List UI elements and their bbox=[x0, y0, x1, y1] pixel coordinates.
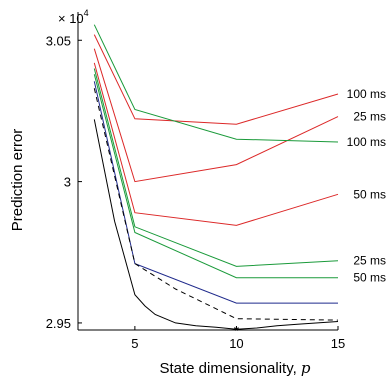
series-line bbox=[93, 62, 339, 226]
series-line bbox=[93, 24, 339, 143]
y-tick-label: 2.95 bbox=[46, 316, 71, 331]
x-axis-label-variable: p bbox=[301, 359, 311, 377]
series-line bbox=[93, 74, 338, 279]
plot-lines: * bbox=[93, 24, 339, 338]
y-axis-multiplier-exponent: 4 bbox=[84, 8, 89, 18]
y-axis-multiplier: × 104 bbox=[58, 8, 89, 26]
x-tick-label: 5 bbox=[131, 336, 138, 351]
series-label: 25 ms bbox=[353, 254, 386, 268]
y-tick-label: 3.05 bbox=[46, 33, 71, 48]
series-line bbox=[93, 48, 339, 183]
series-labels: 100 ms 25 ms 50 ms 100 ms 25 ms 50 ms bbox=[347, 87, 386, 285]
series-line bbox=[93, 68, 339, 267]
y-axis-label: Prediction error bbox=[9, 129, 26, 232]
series-label: 100 ms bbox=[347, 87, 386, 101]
y-tick-label: 3 bbox=[64, 175, 71, 190]
series-line bbox=[93, 119, 339, 330]
series-label: 100 ms bbox=[347, 135, 386, 149]
series-label: 25 ms bbox=[353, 110, 386, 124]
x-tick-label: 15 bbox=[331, 336, 345, 351]
x-axis-label: State dimensionality, p bbox=[159, 359, 310, 377]
series-label: 50 ms bbox=[353, 271, 386, 285]
axes: 5 10 15 2.95 3 3.05 bbox=[46, 12, 345, 351]
minimum-marker: * bbox=[234, 322, 240, 338]
series-label: 50 ms bbox=[353, 187, 386, 201]
series-line bbox=[93, 88, 339, 321]
series-line bbox=[93, 34, 339, 125]
series-line bbox=[93, 81, 338, 304]
x-tick-label: 10 bbox=[229, 336, 243, 351]
